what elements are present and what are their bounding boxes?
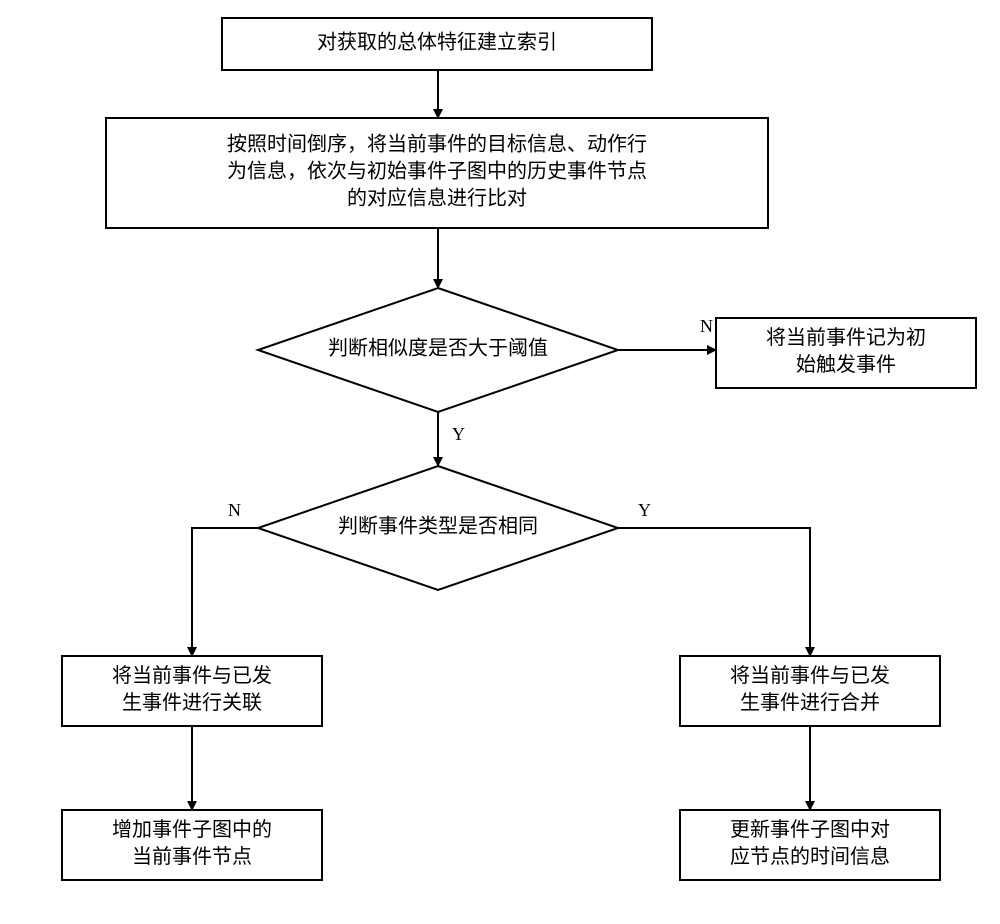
node-n4-line0: 将当前事件与已发 <box>112 664 272 687</box>
node-n6-line1: 当前事件节点 <box>132 845 252 868</box>
node-d2-line0: 判断事件类型是否相同 <box>338 515 538 538</box>
edge-label-4: N <box>228 500 241 520</box>
node-n5-line1: 生事件进行合并 <box>740 691 880 714</box>
node-n2: 按照时间倒序，将当前事件的目标信息、动作行为信息，依次与初始事件子图中的历史事件… <box>106 118 768 228</box>
edge-label-2: N <box>700 316 713 336</box>
node-n3-line1: 始触发事件 <box>796 353 896 376</box>
flowchart-canvas: N Y N Y 对获取的总体特征建立索引按照时间倒序，将当前事件的目标信息、动作行为信息… <box>0 0 1000 924</box>
node-n6: 增加事件子图中的当前事件节点 <box>62 810 322 880</box>
node-n1-line0: 对获取的总体特征建立索引 <box>317 31 557 54</box>
node-n3: 将当前事件记为初始触发事件 <box>716 318 976 388</box>
node-n6-line0: 增加事件子图中的 <box>112 818 272 841</box>
node-n3-line0: 将当前事件记为初 <box>766 326 926 349</box>
edge-5 <box>618 528 810 656</box>
node-n4-line1: 生事件进行关联 <box>122 691 262 714</box>
node-n5: 将当前事件与已发生事件进行合并 <box>680 656 940 726</box>
edge-4 <box>192 528 258 656</box>
node-n7-line1: 应节点的时间信息 <box>730 845 890 868</box>
edge-label-5: Y <box>638 500 651 520</box>
node-n2-line0: 按照时间倒序，将当前事件的目标信息、动作行 <box>227 133 647 156</box>
node-n7: 更新事件子图中对应节点的时间信息 <box>680 810 940 880</box>
edge-label-3: Y <box>452 424 465 444</box>
node-n5-line0: 将当前事件与已发 <box>730 664 890 687</box>
node-d1-line0: 判断相似度是否大于阈值 <box>328 337 548 360</box>
node-n7-line0: 更新事件子图中对 <box>730 818 890 841</box>
node-n2-line1: 为信息，依次与初始事件子图中的历史事件节点 <box>227 160 647 183</box>
node-d1: 判断相似度是否大于阈值 <box>258 288 618 412</box>
node-n1: 对获取的总体特征建立索引 <box>222 18 652 70</box>
node-n2-line2: 的对应信息进行比对 <box>347 187 527 210</box>
node-d2: 判断事件类型是否相同 <box>258 466 618 590</box>
node-n4: 将当前事件与已发生事件进行关联 <box>62 656 322 726</box>
